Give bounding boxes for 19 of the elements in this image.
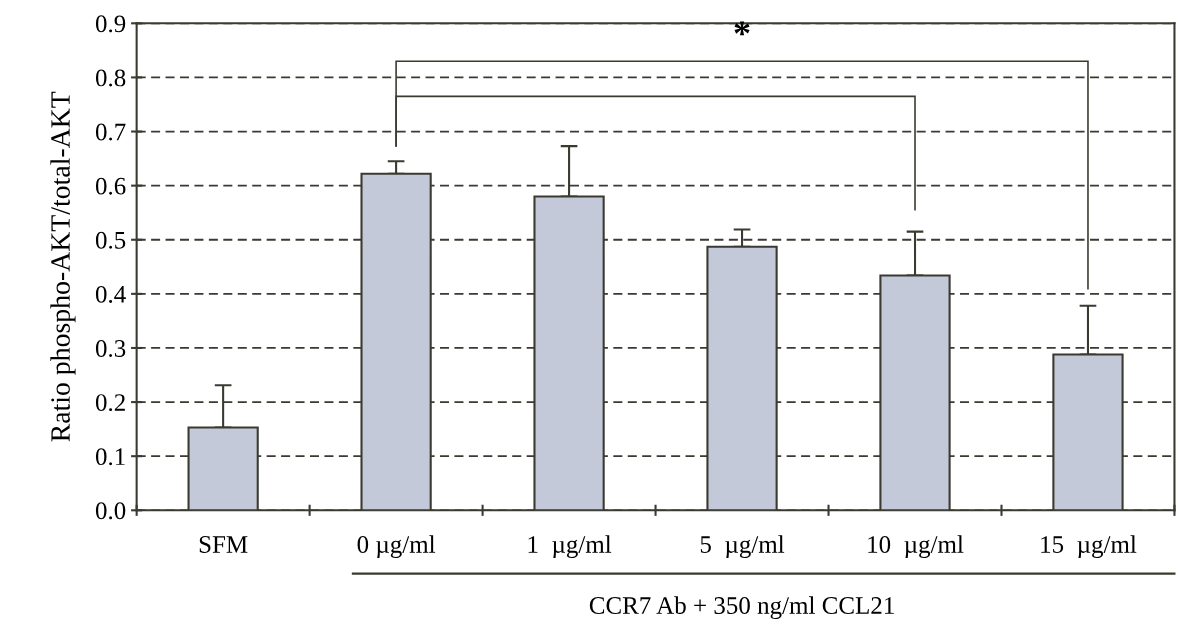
x-axis-title: CCR7 Ab + 350 ng/ml CCL21	[589, 596, 894, 620]
y-tick-label: 0.0	[95, 502, 126, 520]
y-tick-label: 0.5	[95, 231, 126, 249]
annotation: *	[734, 21, 750, 36]
y-tick-label: 0.6	[95, 177, 126, 195]
y-tick-label: 0.9	[95, 15, 126, 33]
y-tick-label: 0.7	[95, 123, 126, 141]
y-tick-label: 0.2	[95, 394, 125, 412]
x-tick-label: 5 µg/ml	[700, 535, 785, 559]
x-tick-label: 1 µg/ml	[528, 535, 612, 559]
x-tick-label: 10 µg/ml	[868, 535, 964, 559]
y-tick-label: 0.8	[95, 69, 126, 87]
y-tick-label: 0.1	[95, 448, 125, 466]
x-tick-label: 0 µg/ml	[357, 535, 436, 559]
y-axis-title: Ratio phospho-AKT/total-AKT	[50, 91, 76, 442]
y-tick-label: 0.3	[95, 340, 126, 357]
x-tick-label: 15 µg/ml	[1041, 535, 1137, 559]
y-tick-label: 0.4	[95, 285, 126, 303]
x-tick-label: SFM	[199, 536, 248, 553]
